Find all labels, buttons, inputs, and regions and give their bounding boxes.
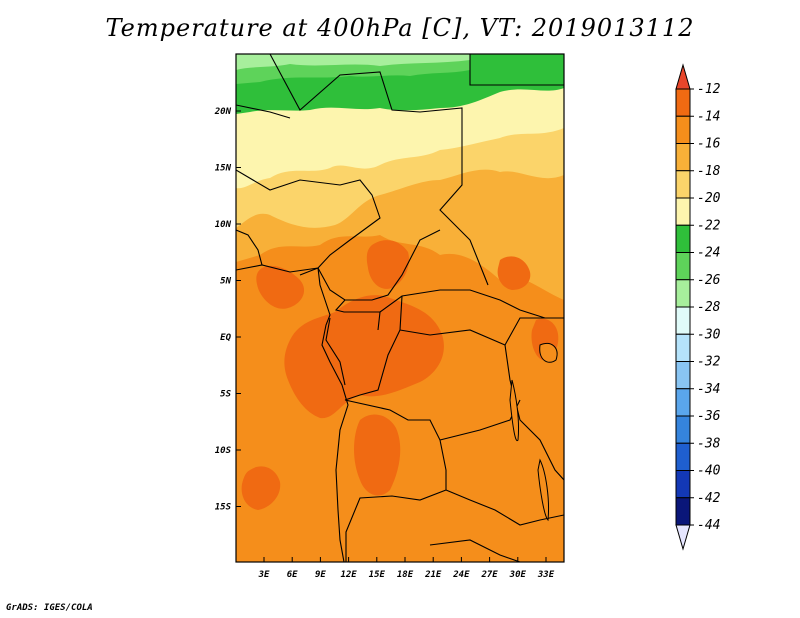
- credit-label: GrADS: IGES/COLA: [6, 603, 93, 613]
- colorbar-swatch: [675, 306, 691, 335]
- field-dark-orange-patch-3: [366, 240, 410, 289]
- colorbar-label: -34: [697, 382, 720, 397]
- lat-tick-label: 5N: [220, 277, 231, 287]
- colorbar-label: -42: [697, 491, 721, 506]
- lon-tick-label: 24E: [452, 570, 470, 580]
- lat-tick-label: 10N: [215, 220, 232, 230]
- field-dark-orange-patch-7: [497, 256, 531, 290]
- colorbar-top-arrow: [675, 63, 691, 90]
- field-dark-orange-patch-5: [241, 466, 281, 510]
- field-light-green-band: [236, 54, 470, 70]
- temperature-field: [236, 54, 564, 562]
- field-dark-orange-patch-1: [256, 265, 305, 309]
- lon-tick-label: 3E: [258, 570, 270, 580]
- colorbar-swatch: [675, 224, 691, 253]
- latitude-axis: 20N 15N 10N 5N EQ 5S 10S 15S: [214, 107, 241, 513]
- colorbar-label: -18: [697, 164, 721, 179]
- colorbar-swatch: [675, 361, 691, 390]
- coastline: [236, 229, 349, 562]
- colorbar-swatch: [675, 470, 691, 499]
- colorbar-swatch: [675, 252, 691, 281]
- colorbar-swatch: [675, 388, 691, 417]
- colorbar-label: -38: [697, 436, 721, 451]
- lon-tick-label: 33E: [537, 570, 555, 580]
- colorbar-label: -36: [697, 409, 721, 424]
- colorbar-swatch: [675, 415, 691, 444]
- lat-tick-label: 20N: [214, 107, 232, 117]
- colorbar-label: -22: [697, 218, 721, 233]
- colorbar-swatch: [675, 279, 691, 308]
- colorbar-label: -30: [697, 327, 721, 342]
- colorbar-label: -14: [697, 109, 720, 124]
- field-dark-orange-patch-2: [284, 295, 444, 419]
- colorbar-label: -16: [697, 137, 721, 152]
- colorbar-label: -32: [697, 355, 721, 370]
- colorbar-label: -26: [697, 273, 721, 288]
- chart-title: Temperature at 400hPa [C], VT: 201901311…: [105, 14, 695, 42]
- colorbar-label: -24: [697, 246, 720, 261]
- colorbar-label: -12: [697, 82, 721, 97]
- field-dark-orange-patch-4: [354, 414, 401, 496]
- lon-tick-label: 18E: [397, 570, 414, 580]
- colorbar-swatch: [675, 197, 691, 226]
- colorbar: -12 -14 -16 -18 -20 -22 -24 -26 -28 -30 -32 -34 -36 -…: [675, 63, 721, 551]
- colorbar-swatch: [675, 115, 691, 144]
- longitude-axis: 3E 6E 9E 12E 15E 18E 21E 24E 27E 30E 33E: [258, 557, 555, 580]
- lon-tick-label: 9E: [315, 570, 326, 580]
- colorbar-swatch: [675, 333, 691, 362]
- colorbar-swatch: [675, 497, 691, 526]
- lon-tick-label: 6E: [287, 570, 298, 580]
- lat-tick-label: 15S: [215, 503, 232, 513]
- lat-tick-label: 5S: [220, 390, 231, 400]
- colorbar-bottom-arrow: [675, 524, 691, 551]
- colorbar-label: -44: [697, 518, 720, 533]
- colorbar-swatch: [675, 143, 691, 172]
- colorbar-swatch: [675, 170, 691, 199]
- colorbar-swatch: [675, 88, 691, 117]
- colorbar-label: -28: [697, 300, 721, 315]
- lon-tick-label: 21E: [424, 570, 442, 580]
- lat-tick-label: EQ: [220, 333, 231, 343]
- colorbar-label: -20: [697, 191, 721, 206]
- map-frame: [235, 53, 565, 563]
- lon-tick-label: 15E: [369, 570, 386, 580]
- colorbar-swatch: [675, 442, 691, 471]
- colorbar-label: -40: [697, 464, 721, 479]
- lakes: [509, 343, 558, 522]
- lat-tick-label: 10S: [215, 446, 232, 456]
- lon-tick-label: 12E: [340, 570, 357, 580]
- lon-tick-label: 27E: [480, 570, 498, 580]
- lat-tick-label: 15N: [215, 164, 232, 174]
- lon-tick-label: 30E: [509, 570, 527, 580]
